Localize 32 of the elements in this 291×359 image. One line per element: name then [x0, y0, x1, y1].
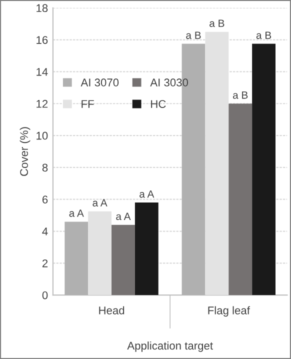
- legend-label: AI 3030: [150, 78, 188, 86]
- bar: [228, 104, 252, 296]
- y-tick-label: 14: [36, 68, 48, 76]
- legend-label: HC: [151, 100, 166, 108]
- y-tick-label: 16: [36, 36, 48, 44]
- y-tick-label: 0: [42, 291, 48, 300]
- data-label: a B: [232, 92, 248, 99]
- x-axis-title: Application target: [127, 341, 213, 352]
- y-tick-label: 4: [42, 228, 48, 236]
- y-axis-title: Cover (%): [20, 127, 30, 176]
- y-tick-label: 18: [36, 4, 48, 12]
- bar: [88, 211, 112, 296]
- y-tick-label: 12: [36, 100, 48, 108]
- data-label: a A: [140, 190, 154, 198]
- data-label: a A: [92, 199, 108, 206]
- bar: [112, 224, 135, 296]
- data-label: a B: [186, 32, 201, 39]
- data-label: a B: [256, 32, 272, 39]
- bar: [64, 222, 88, 296]
- y-tick-label: 6: [42, 196, 48, 204]
- data-label: a B: [210, 20, 224, 27]
- x-tick-label: Head: [99, 306, 124, 314]
- bar: [252, 44, 276, 296]
- y-tick-label: 2: [42, 259, 48, 268]
- y-tick-label: 10: [36, 132, 48, 140]
- data-label: a A: [69, 210, 84, 217]
- data-label: a A: [116, 212, 131, 220]
- legend-label: AI 3070: [80, 78, 119, 86]
- x-tick-label: Flag leaf: [208, 306, 250, 317]
- legend-label: FF: [82, 100, 94, 108]
- y-tick-label: 8: [42, 164, 48, 172]
- bar: [134, 202, 158, 296]
